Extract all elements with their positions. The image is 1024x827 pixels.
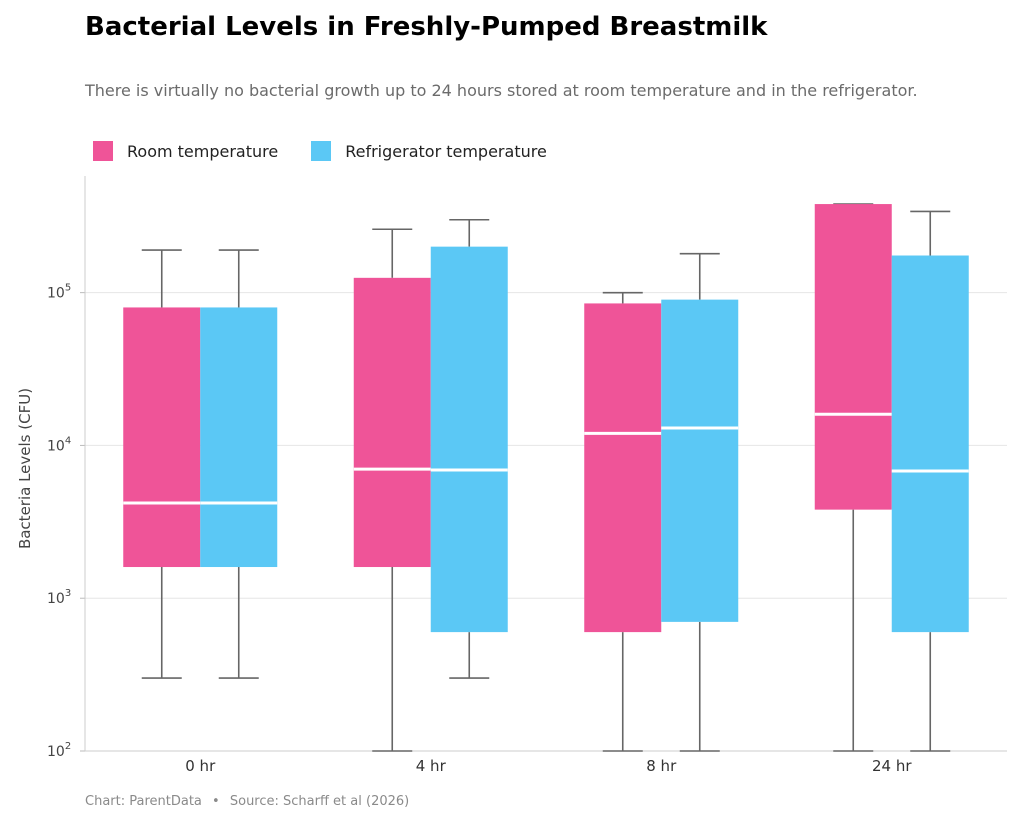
box-rect [814, 204, 892, 510]
box-rect [200, 307, 278, 568]
box-rect [584, 303, 662, 633]
boxes [123, 203, 969, 752]
y-tick-label: 105 [47, 283, 71, 302]
x-tick-label: 4 hr [416, 757, 447, 775]
footer-source: Source: Scharff et al (2026) [229, 794, 410, 809]
box-room-0 [123, 249, 201, 679]
box-rect [891, 255, 969, 633]
x-tick-label: 8 hr [646, 757, 677, 775]
legend-swatch-room [93, 141, 113, 161]
y-tick-label: 103 [47, 588, 71, 607]
x-tick-label: 0 hr [185, 757, 216, 775]
legend-item-room: Room temperature [93, 141, 278, 161]
legend-label-room: Room temperature [127, 141, 279, 161]
legend-item-refrigerator: Refrigerator temperature [311, 141, 547, 161]
chart-subtitle: There is virtually no bacterial growth u… [85, 81, 918, 100]
legend: Room temperature Refrigerator temperatur… [93, 141, 580, 161]
box-refrigerator-0 [200, 249, 278, 679]
y-tick-label: 102 [47, 741, 71, 760]
legend-label-refrigerator: Refrigerator temperature [345, 141, 547, 161]
box-room-1 [353, 228, 431, 752]
footer-separator: • [212, 794, 220, 809]
box-refrigerator-3 [891, 210, 969, 752]
box-refrigerator-2 [661, 252, 739, 752]
x-tick-label: 24 hr [872, 757, 912, 775]
y-axis-label: Bacteria Levels (CFU) [16, 388, 34, 549]
box-rect [661, 299, 739, 622]
box-rect [353, 277, 431, 568]
box-room-2 [584, 291, 662, 752]
chart-title: Bacterial Levels in Freshly-Pumped Breas… [85, 12, 768, 42]
y-tick-label: 104 [47, 435, 71, 454]
box-rect [430, 246, 508, 633]
axis-labels: 102 103 104 105 Bacteria Levels (CFU) 0 hr 4 h… [16, 283, 912, 775]
box-room-3 [814, 203, 892, 752]
box-refrigerator-1 [430, 218, 508, 679]
box-rect [123, 307, 201, 568]
chart-footer: Chart: ParentData • Source: Scharff et a… [85, 794, 409, 809]
footer-credit: Chart: ParentData [85, 794, 202, 809]
legend-swatch-refrigerator [311, 141, 332, 161]
